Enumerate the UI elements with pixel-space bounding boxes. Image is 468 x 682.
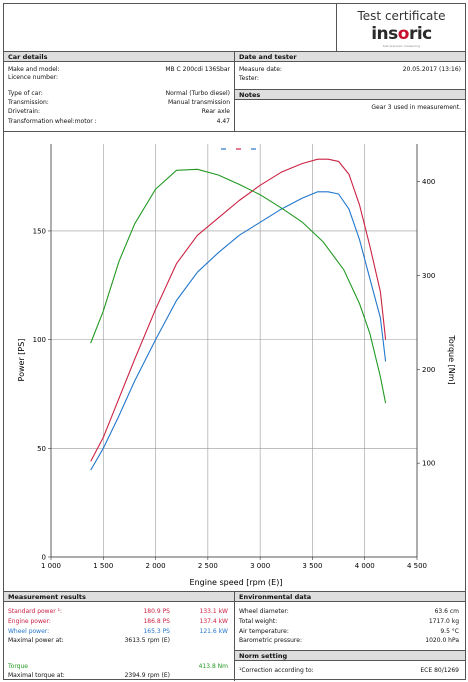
transmission-label: Transmission: — [8, 99, 49, 106]
drivetrain-value: Rear axle — [201, 108, 230, 115]
power-torque-chart: 1 000 1 500 2 000 2 500 3 000 3 500 4 000 4 500… — [4, 132, 465, 592]
make-label: Make and model: — [8, 66, 60, 73]
certificate-header: Test certificate insoric test precision … — [4, 4, 465, 52]
barometric-pressure-value: 1020.0 hPa — [425, 637, 459, 644]
logo-subtitle: test precision measuring — [382, 44, 421, 48]
type-label: Type of car: — [8, 90, 43, 97]
correction-label: ¹Correction according to: — [239, 667, 314, 674]
series-line-wheel-power — [90, 191, 387, 471]
max-power-value: 3613.5 rpm (E) — [124, 637, 170, 644]
measurement-results-section: Measurement results Standard power ¹: 18… — [4, 592, 235, 681]
wheel-diameter-value: 63.6 cm — [434, 608, 459, 615]
chart-axes: 1 000 1 500 2 000 2 500 3 000 3 500 4 000 4 500… — [33, 144, 435, 570]
engine-power-kw: 137.4 kW — [199, 618, 229, 625]
barometric-pressure-label: Barometric pressure: — [239, 637, 302, 644]
wheel-power-kw: 121.6 kW — [199, 628, 229, 635]
car-details-section: Car details Make and model: MB C 200cdi … — [4, 52, 235, 132]
drivetrain-label: Drivetrain: — [8, 108, 40, 115]
x-tick-label: 1 500 — [93, 562, 113, 570]
series-line-torque — [90, 168, 387, 404]
measure-date-value: 20.05.2017 (13:16) — [402, 66, 461, 73]
certificate-title: Test certificate — [357, 9, 446, 23]
licence-label: Licence number: — [8, 74, 59, 81]
tester-label: Tester: — [239, 75, 259, 82]
y-axis-right-label: Torque [Nm] — [447, 334, 456, 384]
notes-title: Notes — [235, 90, 465, 100]
x-tick-label: 4 500 — [407, 562, 427, 570]
transmission-value: Manual transmission — [167, 99, 230, 106]
norm-setting-section: Norm setting ¹Correction according to: E… — [235, 651, 465, 681]
x-tick-label: 4 000 — [355, 562, 375, 570]
car-details-title: Car details — [4, 52, 234, 62]
y-right-tick-label: 400 — [422, 178, 435, 186]
x-tick-label: 2 000 — [146, 562, 166, 570]
standard-power-ps: 180.9 PS — [143, 608, 170, 615]
test-certificate-page: Test certificate insoric test precision … — [3, 3, 466, 681]
environmental-data-section: Environmental data Wheel diameter: 63.6 … — [235, 592, 465, 651]
chart-svg: 1 000 1 500 2 000 2 500 3 000 3 500 4 000 4 500… — [17, 144, 456, 587]
y-right-tick-label: 100 — [422, 460, 435, 468]
type-value: Normal (Turbo diesel) — [165, 90, 230, 97]
standard-power-kw: 133.1 kW — [199, 608, 229, 615]
total-weight-label: Total weight: — [239, 618, 278, 625]
wheel-diameter-label: Wheel diameter: — [239, 608, 289, 615]
y-right-tick-label: 300 — [422, 272, 435, 280]
y-left-tick-label: 150 — [33, 227, 46, 235]
date-tester-section: Date and tester Measure date: 20.05.2017… — [235, 52, 465, 90]
logo-part-3: ric — [408, 24, 432, 44]
wheel-power-label: Wheel power: — [8, 628, 50, 635]
torque-value: 413.8 Nm — [198, 663, 228, 670]
wheel-power-ps: 165.3 PS — [143, 628, 170, 635]
make-value: MB C 200cdi 136Sbar — [165, 66, 230, 73]
y-left-tick-label: 100 — [33, 336, 46, 344]
torque-label: Torque — [8, 663, 28, 670]
transformation-value: 4.47 — [216, 118, 230, 125]
air-temperature-label: Air temperature: — [239, 628, 289, 635]
date-tester-title: Date and tester — [235, 52, 465, 62]
standard-power-label: Standard power ¹: — [8, 608, 63, 615]
y-right-tick-label: 200 — [422, 366, 435, 374]
series-line-standard-power — [90, 158, 387, 462]
inspric-logo: insoric — [337, 24, 466, 44]
max-power-label: Maximal power at: — [8, 637, 64, 644]
max-torque-label: Maximal torque at: — [8, 672, 65, 679]
x-axis-label: Engine speed [rpm (E)] — [190, 578, 283, 587]
transformation-label: Transformation wheel:motor : — [8, 118, 97, 125]
engine-power-ps: 186.8 PS — [143, 618, 170, 625]
max-torque-value: 2394.9 rpm (E) — [124, 672, 170, 679]
correction-value: ECE 80/1269 — [420, 667, 459, 674]
certificate-logo-box: Test certificate insoric test precision … — [336, 4, 465, 52]
logo-part-1: ins — [371, 24, 398, 44]
y-left-tick-label: 0 — [42, 554, 46, 562]
chart-grid — [51, 144, 417, 558]
norm-setting-title: Norm setting — [235, 651, 465, 661]
engine-power-label: Engine power: — [8, 618, 51, 625]
environmental-data-title: Environmental data — [235, 592, 465, 602]
notes-text: Gear 3 used in measurement. — [371, 104, 461, 111]
total-weight-value: 1717.0 kg — [428, 618, 459, 625]
y-left-tick-label: 50 — [37, 445, 46, 453]
chart-series — [90, 158, 387, 471]
measurement-results-title: Measurement results — [4, 592, 234, 602]
x-tick-label: 1 000 — [41, 562, 61, 570]
y-axis-left-label: Power [PS] — [17, 339, 26, 382]
x-tick-label: 3 000 — [250, 562, 270, 570]
measure-date-label: Measure date: — [239, 66, 282, 73]
x-tick-label: 2 500 — [198, 562, 218, 570]
x-tick-label: 3 500 — [302, 562, 322, 570]
air-temperature-value: 9.5 °C — [440, 628, 459, 635]
logo-part-2: o — [397, 24, 410, 44]
notes-section: Notes Gear 3 used in measurement. — [235, 90, 465, 132]
